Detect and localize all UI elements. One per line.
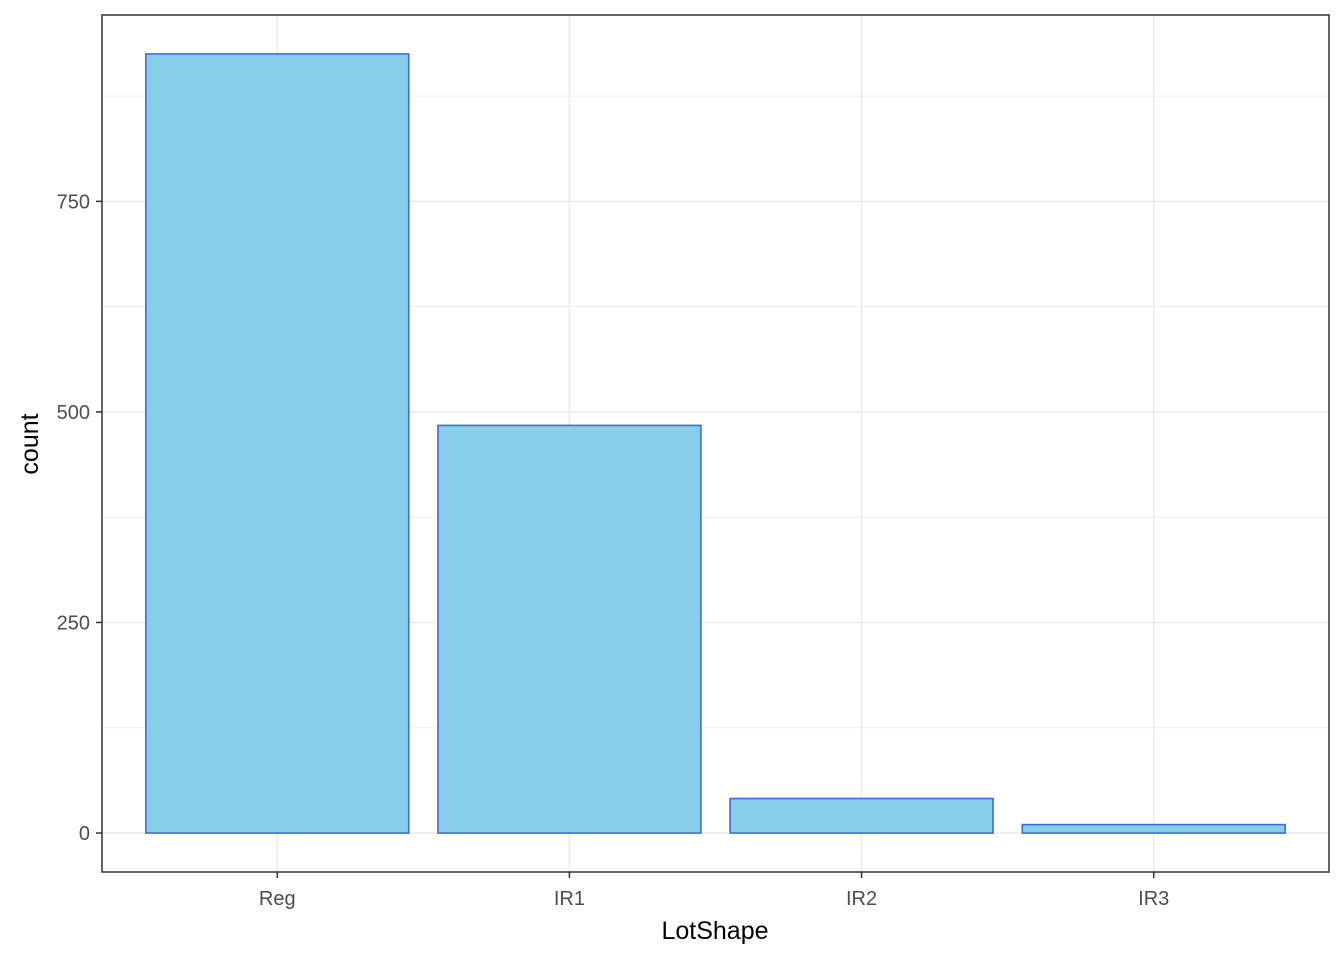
x-axis-title: LotShape [661, 917, 768, 945]
y-tick-label: 0 [79, 823, 90, 845]
x-tick-label: IR1 [554, 888, 585, 910]
y-axis-ticks: 0 250 500 750 [57, 191, 102, 845]
y-tick-label: 750 [57, 191, 90, 213]
x-axis-ticks: Reg IR1 IR2 IR3 [259, 872, 1169, 910]
bar-ir2 [729, 797, 994, 834]
y-axis-title: count [16, 413, 44, 474]
y-tick-label: 500 [57, 402, 90, 424]
bar-ir1 [437, 424, 702, 834]
bars [145, 53, 1286, 834]
x-tick-label: IR2 [846, 888, 877, 910]
bar-ir3 [1021, 823, 1286, 834]
x-tick-label: IR3 [1138, 888, 1169, 910]
panel-border [101, 14, 1330, 873]
y-tick-label: 250 [57, 612, 90, 634]
x-tick-label: Reg [259, 888, 296, 910]
bar-reg [145, 53, 410, 834]
